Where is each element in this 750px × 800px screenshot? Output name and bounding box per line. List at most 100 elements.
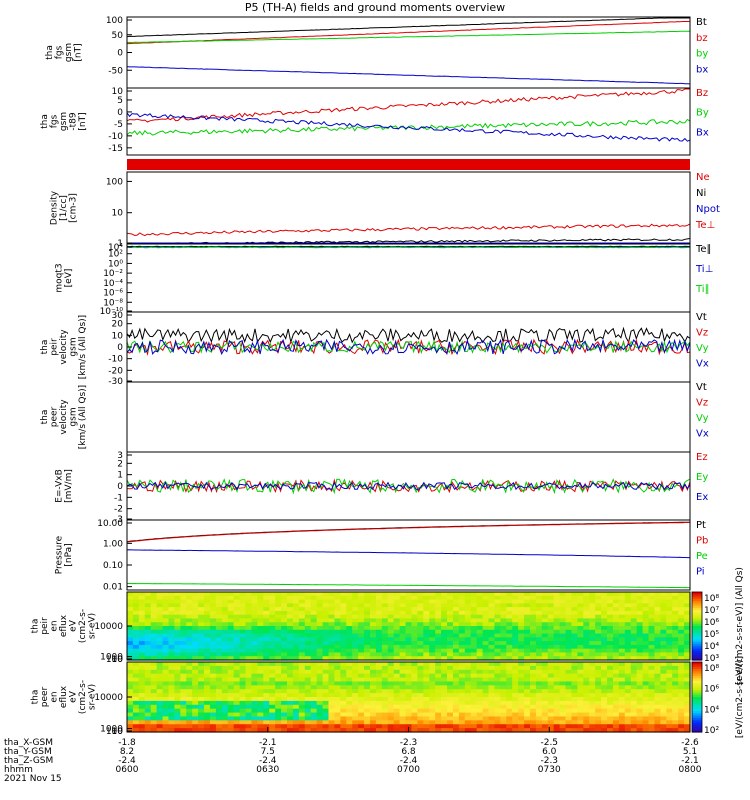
panel-peir_spectrogram-cell <box>417 652 424 657</box>
panel-pressure-legend-Pt: Pt <box>696 520 706 531</box>
panel-peir_spectrogram-cell <box>577 595 584 601</box>
panel-peir_spectrogram-cell <box>287 652 294 657</box>
panel-peir_spectrogram-cell <box>198 622 205 627</box>
panel-peer_spectrogram-cell <box>174 724 181 729</box>
panel-peir_spectrogram-cell <box>636 622 644 627</box>
panel-peer_spectrogram-cell <box>441 685 448 690</box>
panel-peir_spectrogram-cell <box>672 648 679 654</box>
panel-peir_spectrogram-cell <box>304 595 312 601</box>
panel-peer_spectrogram-cell <box>595 677 602 683</box>
panel-peir_spectrogram-cell <box>352 603 359 608</box>
panel-peir_spectrogram-cell <box>399 629 407 635</box>
panel-peir_spectrogram-cell <box>535 607 543 612</box>
panel-peir_spectrogram-cell <box>512 637 519 642</box>
panel-peer_spectrogram-cell <box>464 669 472 675</box>
panel-peir_spectrogram-cell <box>547 641 555 646</box>
panel-peir_spectrogram-cell <box>684 641 691 646</box>
panel-peer_spectrogram-cell <box>399 712 407 718</box>
panel-peir_spectrogram-cell <box>565 599 573 604</box>
panel-peer_spectrogram-cell <box>618 662 626 667</box>
panel-peer_spectrogram-cell <box>375 669 383 675</box>
panel-peer_spectrogram-cell <box>577 662 584 667</box>
panel-peer_spectrogram-cell <box>292 700 300 706</box>
panel-peir_spectrogram-cell <box>447 599 454 604</box>
panel-peir_spectrogram-cell <box>215 592 223 597</box>
panel-peer_spectrogram-cell <box>180 681 187 686</box>
panel-peir_spectrogram-cell <box>358 592 365 597</box>
panel-peer_spectrogram-cell <box>553 669 561 675</box>
panel-peir_spectrogram-cell <box>642 637 650 642</box>
panel-peir_spectrogram-cell <box>494 603 501 608</box>
panel-peer_spectrogram-cell <box>458 662 466 667</box>
panel-peir_spectrogram-cell <box>447 644 454 650</box>
panel-peir_spectrogram-cell <box>192 603 199 608</box>
panel-peir_spectrogram-cell <box>500 652 507 657</box>
panel-peer_spectrogram-cell <box>601 669 608 675</box>
panel-peir_spectrogram-cell <box>429 618 436 623</box>
panel-peer_spectrogram-cell <box>328 693 336 698</box>
panel-peer_spectrogram-cell <box>127 669 134 675</box>
panel-peer_spectrogram-cell <box>346 685 353 690</box>
panel-peer_spectrogram-cell <box>180 689 187 694</box>
panel-peir_spectrogram-cell <box>423 648 430 654</box>
panel-peir_spectrogram-cell <box>340 641 347 646</box>
panel-peer_spectrogram-cell <box>672 704 679 710</box>
panel-peir_spectrogram-cell <box>346 648 353 654</box>
panel-peir_spectrogram-cell <box>624 603 632 608</box>
panel-peer_spectrogram-cell <box>672 700 679 706</box>
panel-peir_spectrogram-cell <box>346 633 353 638</box>
panel-peir_spectrogram-cell <box>393 656 401 661</box>
panel-peer_spectrogram-cell <box>245 693 253 698</box>
panel-peir_spectrogram-cell <box>227 644 235 650</box>
panel-peir_spectrogram-cell <box>209 610 217 616</box>
panel-peir_spectrogram-cell <box>417 626 424 631</box>
panel-peir_spectrogram-cell <box>482 610 490 616</box>
panel-peir_spectrogram-cell <box>204 644 211 650</box>
panel-peir_spectrogram-cell <box>204 595 211 601</box>
panel-peer_spectrogram-cell <box>198 708 205 714</box>
panel-peir_spectrogram-cell <box>245 648 253 654</box>
panel-peir_spectrogram-cell <box>612 599 620 604</box>
panel-peir_spectrogram-cell <box>138 618 146 623</box>
panel-peer_spectrogram-cell <box>322 689 330 694</box>
panel-peir_spectrogram-cell <box>529 599 537 604</box>
panel-peer_spectrogram-cell <box>174 689 181 694</box>
panel-peir_spectrogram-cell <box>476 637 484 642</box>
panel-peir_spectrogram-cell <box>138 595 146 601</box>
panel-peir_spectrogram-cell <box>405 607 413 612</box>
panel-peir_spectrogram-cell <box>340 603 347 608</box>
panel-peir_spectrogram-cell <box>541 644 549 650</box>
panel-peer_spectrogram-cell <box>660 728 667 733</box>
panel-peir_spectrogram-cell <box>571 652 578 657</box>
panel-peer_spectrogram-cell <box>186 689 193 694</box>
panel-peer_spectrogram-cell <box>636 716 644 721</box>
panel-peir_spectrogram-cell <box>281 652 288 657</box>
panel-peir_spectrogram-cell <box>488 644 496 650</box>
panel-peir_spectrogram-cell <box>156 618 164 623</box>
panel-peer_spectrogram-cell <box>221 724 229 729</box>
panel-peer_spectrogram-cell <box>654 716 661 721</box>
panel-peir_spectrogram-cell <box>381 603 389 608</box>
panel-peir_spectrogram-cell <box>470 592 478 597</box>
panel-peir_spectrogram-colorbar-segment <box>692 644 702 647</box>
panel-peir_spectrogram-cell <box>441 592 448 597</box>
panel-peir_spectrogram-cell <box>310 595 318 601</box>
panel-peer_spectrogram-cell <box>636 669 644 675</box>
panel-peer_spectrogram-cell <box>239 681 247 686</box>
panel-peir_spectrogram-cell <box>387 652 395 657</box>
panel-peir_spectrogram-cell <box>636 656 644 661</box>
panel-peer_spectrogram-cell <box>500 712 507 718</box>
panel-peer_spectrogram-cell <box>678 677 685 683</box>
panel-peer_spectrogram-cell <box>263 693 270 698</box>
panel-pressure-series-Pi <box>126 549 690 559</box>
panel-peir_spectrogram-cell <box>233 622 241 627</box>
panel-peir_spectrogram-cell <box>263 599 270 604</box>
panel-peer_spectrogram-cell <box>352 700 359 706</box>
panel-peir_spectrogram-cell <box>298 599 306 604</box>
panel-peer_spectrogram-cell <box>204 712 211 718</box>
panel-peir_spectrogram-cell <box>127 644 134 650</box>
panel-peir_spectrogram-cell <box>162 648 170 654</box>
panel-peir_spectrogram-cell <box>162 644 170 650</box>
panel-peer_spectrogram-cell <box>565 728 573 733</box>
panel-peir_spectrogram-cell <box>322 607 330 612</box>
